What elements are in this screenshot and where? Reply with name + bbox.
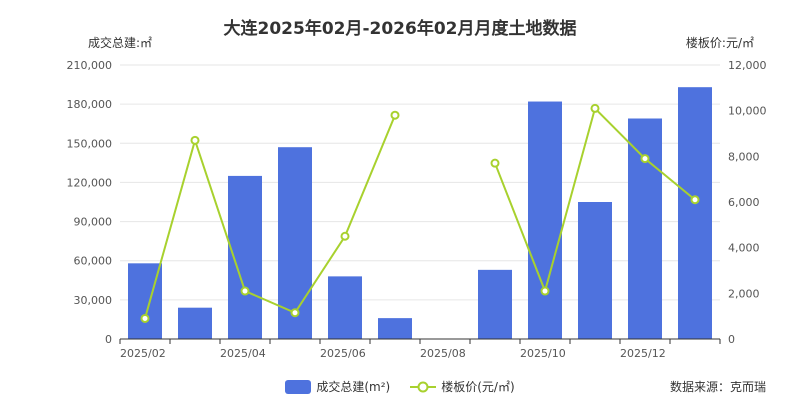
line-point xyxy=(640,154,650,164)
bar xyxy=(378,318,412,339)
bar xyxy=(578,202,612,339)
bar xyxy=(628,118,662,339)
chart-title: 大连2025年02月-2026年02月月度土地数据 xyxy=(223,19,577,39)
x-axis-tick-label: 2025/06 xyxy=(320,347,366,360)
right-axis-tick: 2,000 xyxy=(728,287,760,300)
data-source: 数据来源：克而瑞 xyxy=(669,380,766,394)
line-point xyxy=(390,110,400,120)
left-axis-tick: 210,000 xyxy=(67,59,113,72)
bar xyxy=(178,307,212,339)
line-point xyxy=(340,231,350,241)
line-series-segment xyxy=(144,114,396,319)
x-axis-tick-label: 2025/10 xyxy=(520,347,566,360)
legend: 成交总建(m²) 楼板价(元/㎡) xyxy=(0,378,800,395)
line-point xyxy=(290,308,300,318)
line-point xyxy=(690,195,700,205)
line-point xyxy=(540,286,550,296)
right-axis-tick: 4,000 xyxy=(728,242,760,255)
line-point xyxy=(140,313,150,323)
line-point xyxy=(240,286,250,296)
bar xyxy=(478,269,512,339)
x-axis-tick-label: 2025/08 xyxy=(420,347,466,360)
left-axis-tick: 150,000 xyxy=(67,137,113,150)
x-axis-tick-label: 2025/12 xyxy=(620,347,666,360)
line-point xyxy=(490,158,500,168)
left-axis-tick: 30,000 xyxy=(74,294,113,307)
right-axis-tick: 6,000 xyxy=(728,196,760,209)
legend-bar-label: 成交总建(m²) xyxy=(316,380,391,394)
right-axis-tick: 12,000 xyxy=(728,59,767,72)
left-axis-tick: 60,000 xyxy=(74,255,113,268)
legend-item-line[interactable]: 楼板价(元/㎡) xyxy=(410,378,515,395)
right-axis-tick: 8,000 xyxy=(728,150,760,163)
legend-item-bar[interactable]: 成交总建(m²) xyxy=(285,378,390,395)
legend-bar-swatch xyxy=(285,379,312,394)
x-axis-tick-label: 2025/02 xyxy=(120,347,166,360)
line-point xyxy=(190,135,200,145)
bar xyxy=(678,87,712,339)
left-axis-tick: 0 xyxy=(105,333,112,346)
line-point xyxy=(590,103,600,113)
bar xyxy=(528,101,562,340)
left-axis-tick: 90,000 xyxy=(74,216,113,229)
left-axis-tick: 180,000 xyxy=(67,98,113,111)
right-axis-tick: 0 xyxy=(728,333,735,346)
x-axis-tick-label: 2025/04 xyxy=(220,347,266,360)
right-axis-name: 楼板价:元/㎡ xyxy=(685,36,754,50)
right-axis-tick: 10,000 xyxy=(728,105,767,118)
bar xyxy=(328,276,362,339)
legend-line-label: 楼板价(元/㎡) xyxy=(441,380,515,394)
left-axis-tick: 120,000 xyxy=(67,176,113,189)
left-axis-name: 成交总建:㎡ xyxy=(88,36,153,50)
legend-line-swatch xyxy=(410,381,437,392)
